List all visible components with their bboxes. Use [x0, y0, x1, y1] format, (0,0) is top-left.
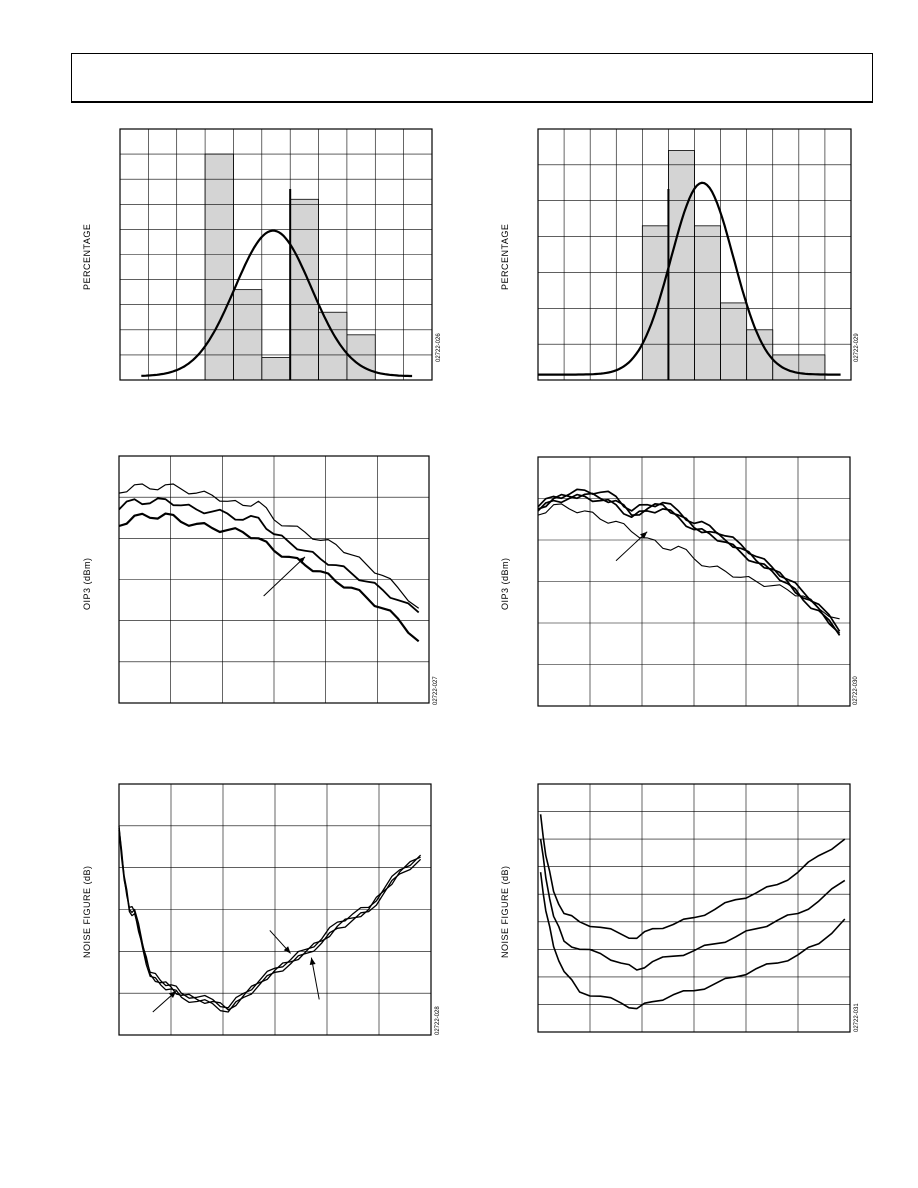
histogram-bar — [261, 357, 291, 381]
arrowhead-icon — [640, 531, 648, 539]
nf-left-y-axis-label: NOISE FIGURE (dB) — [82, 865, 92, 958]
arrowhead-icon — [283, 946, 291, 954]
annotation-arrow — [310, 957, 320, 1000]
plot-frame — [537, 128, 852, 381]
data-series-line — [118, 512, 420, 643]
data-series-line — [537, 488, 841, 632]
histogram-bar — [668, 150, 695, 381]
plot-frame — [118, 455, 430, 704]
hist1-plot — [119, 128, 433, 381]
data-series-line — [118, 483, 420, 609]
data-series-line — [118, 829, 422, 1013]
data-series-line — [118, 825, 422, 1009]
data-series-line — [537, 503, 840, 620]
hist2-plot — [537, 128, 852, 381]
hist2-chart — [537, 128, 852, 381]
arrowhead-icon — [309, 957, 316, 966]
oip3-left-plot — [118, 455, 430, 704]
normal-distribution-curve — [538, 181, 841, 376]
data-series-line — [539, 814, 846, 940]
annotation-arrow — [615, 531, 648, 562]
hist1-figure-code: 02722-026 — [436, 333, 442, 362]
normal-distribution-curve — [141, 229, 413, 378]
plot-frame — [537, 783, 851, 1033]
nf-left-chart — [118, 783, 432, 1036]
nf-left-plot — [118, 783, 432, 1036]
oip3-right-plot — [537, 456, 851, 707]
histogram-bar — [694, 225, 721, 381]
plot-frame — [537, 456, 851, 707]
hist2-y-axis-label: PERCENTAGE — [500, 223, 510, 290]
histogram-bar — [720, 302, 748, 381]
hist2-figure-code: 02722-029 — [854, 333, 860, 362]
nf-right-y-axis-label: NOISE FIGURE (dB) — [500, 865, 510, 958]
oip3-left-chart — [118, 455, 430, 704]
hist1-y-axis-label: PERCENTAGE — [82, 223, 92, 290]
arrowhead-icon — [168, 991, 177, 998]
nf-right-chart — [537, 783, 851, 1033]
data-series-line — [539, 872, 846, 1010]
histogram-bar — [289, 198, 319, 381]
histogram-bar — [318, 311, 348, 381]
histogram-bar — [233, 289, 263, 381]
hist1-chart — [119, 128, 433, 381]
data-series-line — [539, 838, 846, 971]
arrowhead-icon — [297, 556, 305, 564]
oip3-left-y-axis-label: OIP3 (dBm) — [82, 557, 92, 610]
plot-frame — [118, 783, 432, 1036]
oip3-right-chart — [537, 456, 851, 707]
page-header-box — [71, 53, 873, 103]
data-series-line — [118, 827, 421, 1011]
data-series-line — [537, 493, 841, 636]
data-series-line — [537, 492, 841, 635]
data-series-line — [118, 497, 420, 614]
plot-frame — [119, 128, 433, 381]
oip3-right-figure-code: 02722-030 — [853, 676, 859, 705]
oip3-left-figure-code: 02722-027 — [433, 676, 439, 705]
histogram-bar — [204, 153, 234, 381]
annotation-arrow — [263, 556, 306, 597]
oip3-right-y-axis-label: OIP3 (dBm) — [500, 557, 510, 610]
histogram-bar — [641, 225, 669, 381]
nf-left-figure-code: 02722-028 — [435, 1006, 441, 1035]
nf-right-plot — [537, 783, 851, 1033]
nf-right-figure-code: 02722-031 — [854, 1003, 860, 1032]
